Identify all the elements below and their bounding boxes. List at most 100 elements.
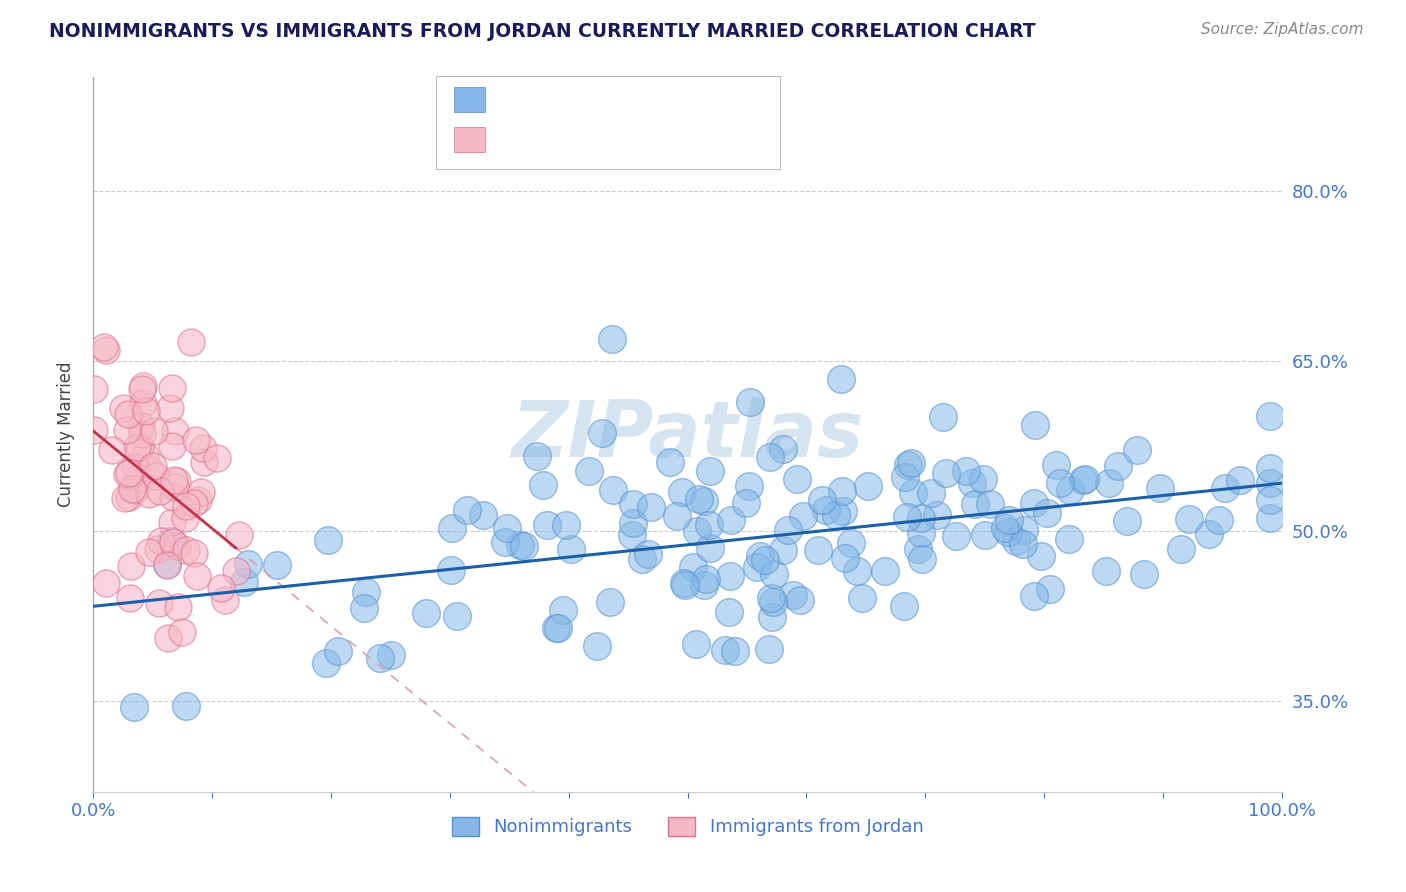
Point bbox=[903, 486, 925, 500]
Point bbox=[132, 396, 155, 410]
Point bbox=[935, 466, 957, 480]
Point bbox=[156, 557, 179, 571]
Point bbox=[945, 528, 967, 542]
Point bbox=[640, 500, 662, 514]
Point bbox=[998, 513, 1021, 527]
Point bbox=[138, 545, 160, 559]
Point bbox=[316, 533, 339, 547]
Point bbox=[440, 563, 463, 577]
Point bbox=[170, 625, 193, 640]
Point bbox=[145, 469, 167, 483]
Point bbox=[118, 491, 141, 505]
Point bbox=[1213, 481, 1236, 495]
Point bbox=[735, 496, 758, 510]
Point bbox=[932, 409, 955, 424]
Point bbox=[547, 621, 569, 635]
Point bbox=[1049, 475, 1071, 490]
Point bbox=[974, 527, 997, 541]
Point bbox=[1059, 483, 1081, 497]
Point bbox=[979, 497, 1001, 511]
Point bbox=[806, 543, 828, 558]
Point bbox=[132, 378, 155, 392]
Point bbox=[1116, 514, 1139, 528]
Point bbox=[1045, 458, 1067, 472]
Point bbox=[134, 449, 156, 463]
Point bbox=[118, 466, 141, 480]
Point bbox=[93, 341, 115, 355]
Point bbox=[927, 508, 949, 522]
Point bbox=[718, 605, 741, 619]
Point bbox=[907, 542, 929, 557]
Point bbox=[124, 459, 146, 474]
Point bbox=[1024, 417, 1046, 432]
Point bbox=[1057, 533, 1080, 547]
Point bbox=[672, 575, 695, 590]
Point bbox=[266, 558, 288, 573]
Point bbox=[225, 564, 247, 578]
Point bbox=[699, 464, 721, 478]
Point bbox=[354, 584, 377, 599]
Point bbox=[531, 478, 554, 492]
Text: R = -0.275   N =  70: R = -0.275 N = 70 bbox=[496, 133, 679, 151]
Point bbox=[965, 497, 987, 511]
Point bbox=[1132, 567, 1154, 582]
Point bbox=[673, 578, 696, 592]
Point bbox=[560, 541, 582, 556]
Point bbox=[1036, 506, 1059, 520]
Point bbox=[637, 548, 659, 562]
Point bbox=[135, 404, 157, 418]
Point bbox=[121, 482, 143, 496]
Point bbox=[125, 440, 148, 454]
Point bbox=[631, 551, 654, 566]
Point bbox=[1258, 475, 1281, 490]
Point bbox=[120, 559, 142, 574]
Point bbox=[1208, 513, 1230, 527]
Point bbox=[495, 521, 517, 535]
Point bbox=[900, 456, 922, 470]
Point bbox=[832, 504, 855, 518]
Point bbox=[526, 449, 548, 463]
Point bbox=[600, 332, 623, 346]
Point bbox=[176, 542, 198, 557]
Point bbox=[131, 382, 153, 396]
Point bbox=[184, 433, 207, 447]
Point bbox=[162, 490, 184, 504]
Point bbox=[824, 508, 846, 522]
Point bbox=[83, 423, 105, 437]
Point bbox=[621, 516, 644, 531]
Point bbox=[1258, 511, 1281, 525]
Point bbox=[326, 644, 349, 658]
Point bbox=[1071, 473, 1094, 487]
Point bbox=[1125, 442, 1147, 457]
Point bbox=[1170, 541, 1192, 556]
Point bbox=[1022, 589, 1045, 603]
Point bbox=[471, 508, 494, 522]
Point bbox=[163, 480, 186, 494]
Point bbox=[720, 513, 742, 527]
Point bbox=[792, 508, 814, 523]
Point bbox=[815, 503, 838, 517]
Point bbox=[139, 463, 162, 477]
Point bbox=[1094, 564, 1116, 578]
Point bbox=[166, 539, 188, 553]
Point bbox=[754, 553, 776, 567]
Point bbox=[911, 552, 934, 566]
Point bbox=[811, 492, 834, 507]
Point bbox=[544, 621, 567, 635]
Point bbox=[762, 567, 785, 582]
Point bbox=[551, 603, 574, 617]
Point bbox=[124, 483, 146, 497]
Point bbox=[205, 450, 228, 465]
Point bbox=[846, 565, 869, 579]
Point bbox=[920, 486, 942, 500]
Point bbox=[671, 485, 693, 500]
Point bbox=[370, 650, 392, 665]
Point bbox=[115, 467, 138, 482]
Point bbox=[117, 423, 139, 437]
Point bbox=[1149, 481, 1171, 495]
Point bbox=[162, 535, 184, 549]
Point bbox=[160, 438, 183, 452]
Point bbox=[910, 511, 932, 525]
Point bbox=[591, 425, 613, 440]
Legend: Nonimmigrants, Immigrants from Jordan: Nonimmigrants, Immigrants from Jordan bbox=[444, 810, 931, 844]
